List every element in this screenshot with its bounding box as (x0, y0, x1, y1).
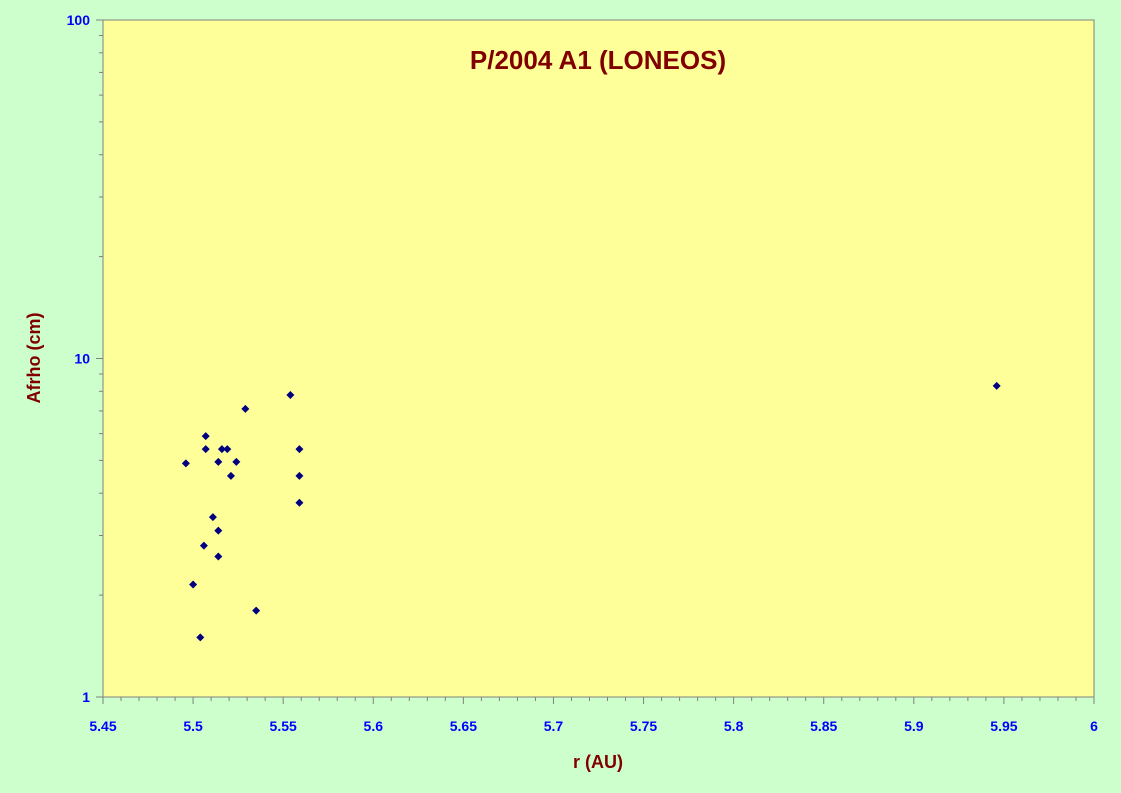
x-tick-label: 5.45 (89, 718, 116, 734)
data-point (223, 445, 232, 454)
data-points (181, 381, 1001, 642)
x-tick-label: 5.8 (724, 718, 744, 734)
x-tick-label: 5.55 (270, 718, 297, 734)
data-point (226, 471, 235, 480)
data-point (252, 606, 261, 615)
x-tick-label: 5.85 (810, 718, 837, 734)
x-tick-label: 5.65 (450, 718, 477, 734)
data-point (217, 445, 226, 454)
data-point (992, 381, 1001, 390)
data-point (201, 432, 210, 441)
data-point (181, 459, 190, 468)
x-tick-label: 5.5 (183, 718, 203, 734)
data-point (232, 457, 241, 466)
y-axis-title: Afrho (cm) (24, 313, 44, 404)
data-point (196, 633, 205, 642)
x-axis: 5.45 5.5 5.55 5.6 5.65 5.7 5.75 5.8 5.85 5.9 5.95 6 (89, 696, 1098, 734)
data-point (214, 457, 223, 466)
x-tick-label: 6 (1090, 718, 1098, 734)
y-tick-label: 10 (74, 351, 90, 367)
x-tick-label: 5.6 (364, 718, 384, 734)
data-point (295, 498, 304, 507)
y-axis: 1 10 100 (67, 12, 104, 705)
x-tick-label: 5.9 (904, 718, 924, 734)
y-tick-label: 100 (67, 12, 91, 28)
data-point (189, 580, 198, 589)
data-point (214, 526, 223, 535)
plot-area (102, 19, 1095, 698)
data-point (201, 445, 210, 454)
x-tick-label: 5.7 (544, 718, 564, 734)
x-tick-label: 5.75 (630, 718, 657, 734)
data-point (286, 391, 295, 400)
x-tick-label: 5.95 (990, 718, 1017, 734)
y-tick-label: 1 (82, 689, 90, 705)
data-point (208, 513, 217, 522)
data-point (295, 445, 304, 454)
data-point (295, 471, 304, 480)
x-axis-title: r (AU) (573, 752, 623, 772)
data-point (241, 404, 250, 413)
chart-title: P/2004 A1 (LONEOS) (470, 45, 726, 75)
data-point (214, 552, 223, 561)
data-point (199, 541, 208, 550)
